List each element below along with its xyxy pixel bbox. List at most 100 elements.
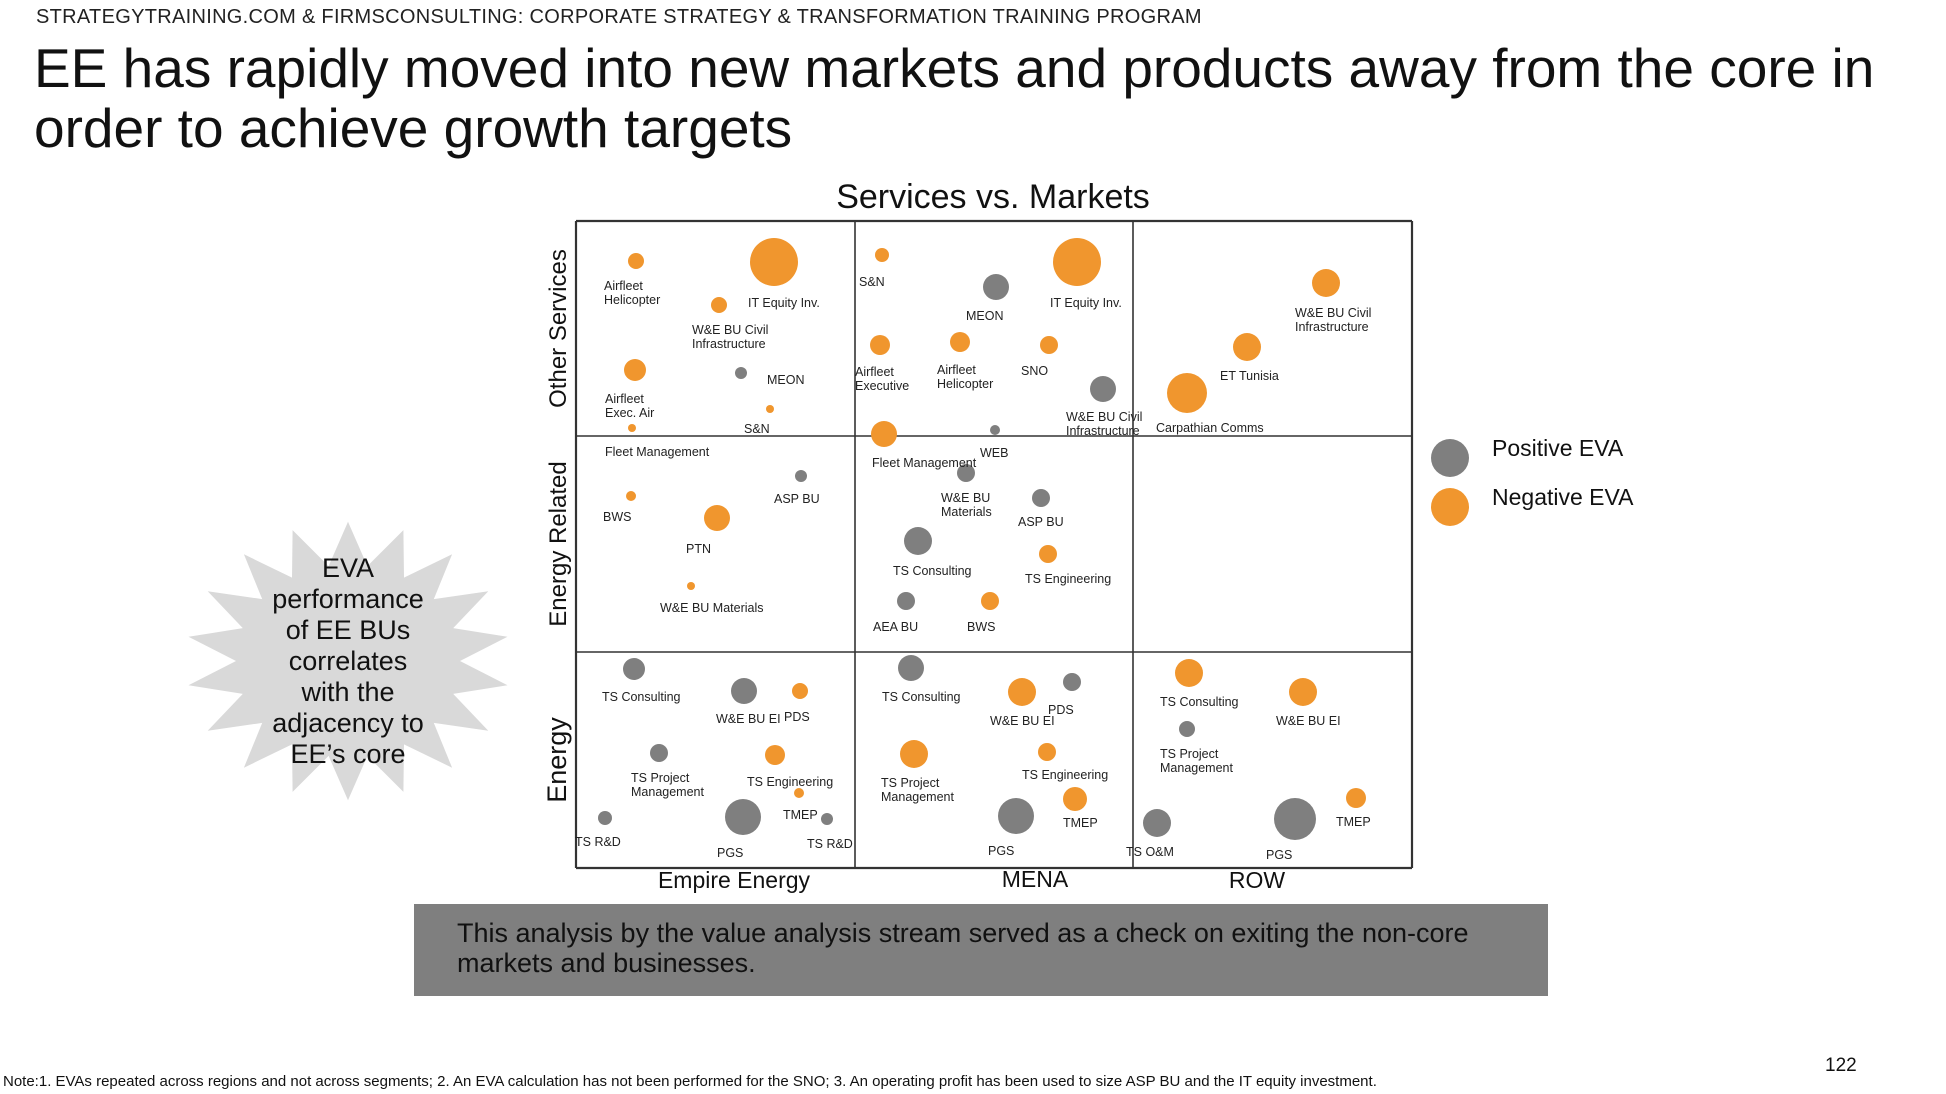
point-label-aea-bu-mena-energy-related: AEA BU xyxy=(873,620,918,634)
point-label-ts-consulting-mena-energy-related: TS Consulting xyxy=(893,564,972,578)
starburst-line: with the xyxy=(300,677,394,707)
y-axis-label-other-services: Other Services xyxy=(545,249,572,408)
point-ts-randd-empire-energy-energy xyxy=(598,811,612,825)
starburst-line: performance xyxy=(272,584,424,614)
point-label-wande-bu-civil-infrastructure-empire-energy-other-services: W&E BU Civil Infrastructure xyxy=(692,323,768,351)
point-label-wande-bu-ei-mena-energy: W&E BU EI xyxy=(990,714,1055,728)
point-tmep-row-energy xyxy=(1346,788,1366,808)
point-carpathian-comms-row-other-services xyxy=(1167,373,1207,413)
point-pgs-empire-energy-energy xyxy=(725,799,761,835)
point-web-mena-other-services xyxy=(990,425,1000,435)
starburst-line: EE’s core xyxy=(290,739,405,769)
point-label-et-tunisia-row-other-services: ET Tunisia xyxy=(1220,369,1279,383)
y-axis-label-energy-related: Energy Related xyxy=(545,461,572,626)
slide-title: EE has rapidly moved into new markets an… xyxy=(34,37,1875,159)
point-ts-engineering-mena-energy-related xyxy=(1039,545,1057,563)
point-wande-bu-materials-mena-energy-related xyxy=(957,464,975,482)
point-label-ts-engineering-mena-energy-related: TS Engineering xyxy=(1025,572,1111,586)
point-fleet-management-empire-energy-other-services xyxy=(628,424,636,432)
legend-label-positive: Positive EVA xyxy=(1492,435,1624,461)
point-label-ts-randd-empire-energy-energy: TS R&D xyxy=(807,837,853,851)
point-wande-bu-civil-infrastructure-empire-energy-other-services xyxy=(711,297,727,313)
point-airfleet-executive-mena-other-services xyxy=(870,335,890,355)
point-ts-consulting-row-energy xyxy=(1175,659,1203,687)
point-ts-project-management-mena-energy xyxy=(900,740,928,768)
point-asp-bu-mena-energy-related xyxy=(1032,489,1050,507)
point-label-wande-bu-ei-row-energy: W&E BU EI xyxy=(1276,714,1341,728)
point-ts-engineering-mena-energy xyxy=(1038,743,1056,761)
point-ts-consulting-empire-energy-energy xyxy=(623,658,645,680)
point-label-tmep-row-energy: TMEP xyxy=(1336,815,1371,829)
point-label-wande-bu-civil-infrastructure-mena-other-services: W&E BU Civil Infrastructure xyxy=(1066,410,1142,438)
point-wande-bu-civil-infrastructure-mena-other-services xyxy=(1090,376,1116,402)
point-label-ts-randd-empire-energy-energy: TS R&D xyxy=(575,835,621,849)
point-label-ts-consulting-empire-energy-energy: TS Consulting xyxy=(602,690,681,704)
point-ts-oandm-row-energy xyxy=(1143,809,1171,837)
callout-box: This analysis by the value analysis stre… xyxy=(414,904,1548,996)
point-label-it-equity-inv-mena-other-services: IT Equity Inv. xyxy=(1050,296,1122,310)
point-label-sandn-empire-energy-other-services: S&N xyxy=(744,422,770,436)
point-et-tunisia-row-other-services xyxy=(1233,333,1261,361)
chart-point-labels: Airfleet Helicopter IT Equity Inv. W&E BU C… xyxy=(575,275,1371,862)
point-label-carpathian-comms-row-other-services: Carpathian Comms xyxy=(1156,421,1264,435)
point-sno-mena-other-services xyxy=(1040,336,1058,354)
point-tmep-empire-energy-energy xyxy=(794,788,804,798)
point-wande-bu-civil-infrastructure-row-other-services xyxy=(1312,269,1340,297)
point-label-wande-bu-materials-empire-energy-energy-related: W&E BU Materials xyxy=(660,601,764,615)
point-wande-bu-materials-empire-energy-energy-related xyxy=(687,582,695,590)
point-ts-engineering-empire-energy-energy xyxy=(765,745,785,765)
point-label-fleet-management-mena-other-services: Fleet Management xyxy=(872,456,977,470)
point-label-pgs-mena-energy: PGS xyxy=(988,844,1014,858)
starburst-line: correlates xyxy=(289,646,408,676)
point-label-ts-engineering-mena-energy: TS Engineering xyxy=(1022,768,1108,782)
point-label-pds-empire-energy-energy: PDS xyxy=(784,710,810,724)
point-pgs-mena-energy xyxy=(998,798,1034,834)
point-label-wande-bu-ei-empire-energy-energy: W&E BU EI xyxy=(716,712,781,726)
point-label-pgs-row-energy: PGS xyxy=(1266,848,1292,862)
point-label-ptn-empire-energy-energy-related: PTN xyxy=(686,542,711,556)
starburst-line: adjacency to xyxy=(272,708,424,738)
point-wande-bu-ei-row-energy xyxy=(1289,678,1317,706)
y-axis-label-energy: Energy xyxy=(542,717,572,803)
point-label-wande-bu-civil-infrastructure-row-other-services: W&E BU Civil Infrastructure xyxy=(1295,306,1371,334)
point-label-airfleet-exec-air-empire-energy-other-services: Airfleet Exec. Air xyxy=(605,392,654,420)
point-label-bws-empire-energy-energy-related: BWS xyxy=(603,510,631,524)
point-label-it-equity-inv-empire-energy-other-services: IT Equity Inv. xyxy=(748,296,820,310)
point-bws-mena-energy-related xyxy=(981,592,999,610)
point-airfleet-helicopter-mena-other-services xyxy=(950,332,970,352)
point-meon-mena-other-services xyxy=(983,274,1009,300)
chart-points xyxy=(598,238,1366,840)
point-label-ts-consulting-mena-energy: TS Consulting xyxy=(882,690,961,704)
x-axis-label-row: ROW xyxy=(1229,867,1286,893)
point-pds-empire-energy-energy xyxy=(792,683,808,699)
point-label-ts-engineering-empire-energy-energy: TS Engineering xyxy=(747,775,833,789)
point-label-airfleet-helicopter-empire-energy-other-services: Airfleet Helicopter xyxy=(604,279,660,307)
point-it-equity-inv-empire-energy-other-services xyxy=(750,238,798,286)
legend-marker-positive xyxy=(1431,439,1469,477)
point-label-sandn-mena-other-services: S&N xyxy=(859,275,885,289)
point-ts-project-management-empire-energy-energy xyxy=(650,744,668,762)
chart-grid xyxy=(574,219,1414,870)
point-label-bws-mena-energy-related: BWS xyxy=(967,620,995,634)
page-number: 122 xyxy=(1825,1055,1857,1076)
point-label-ts-oandm-row-energy: TS O&M xyxy=(1126,845,1174,859)
point-wande-bu-ei-mena-energy xyxy=(1008,678,1036,706)
point-tmep-mena-energy xyxy=(1063,787,1087,811)
point-wande-bu-ei-empire-energy-energy xyxy=(731,678,757,704)
x-axis-label-empire-energy: Empire Energy xyxy=(658,867,811,893)
legend-marker-negative xyxy=(1431,488,1469,526)
starburst-shape xyxy=(188,521,508,801)
point-label-pds-mena-energy: PDS xyxy=(1048,703,1074,717)
point-label-tmep-empire-energy-energy: TMEP xyxy=(783,808,818,822)
point-label-meon-mena-other-services: MEON xyxy=(966,309,1004,323)
starburst-line: of EE BUs xyxy=(286,615,411,645)
chart-title: Services vs. Markets xyxy=(836,178,1150,216)
point-label-asp-bu-mena-energy-related: ASP BU xyxy=(1018,515,1064,529)
point-airfleet-helicopter-empire-energy-other-services xyxy=(628,253,644,269)
point-label-airfleet-helicopter-mena-other-services: Airfleet Helicopter xyxy=(937,363,993,391)
point-label-web-mena-other-services: WEB xyxy=(980,446,1008,460)
point-label-asp-bu-empire-energy-energy-related: ASP BU xyxy=(774,492,820,506)
point-bws-empire-energy-energy-related xyxy=(626,491,636,501)
point-ts-project-management-row-energy xyxy=(1179,721,1195,737)
